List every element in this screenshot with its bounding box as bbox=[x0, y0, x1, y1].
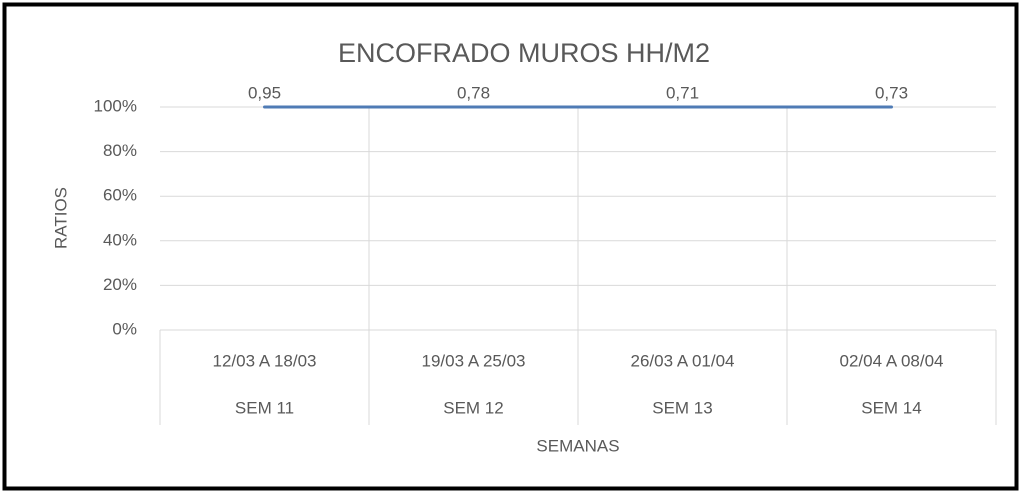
y-tick-label: 100% bbox=[94, 96, 137, 115]
x-group-label: SEM 12 bbox=[443, 398, 503, 417]
x-axis-label: SEMANAS bbox=[536, 436, 619, 455]
y-tick-label: 0% bbox=[112, 319, 137, 338]
x-tick-label: 12/03 A 18/03 bbox=[213, 351, 317, 370]
y-tick-label: 80% bbox=[103, 141, 137, 160]
chart-title: ENCOFRADO MUROS HH/M2 bbox=[338, 38, 710, 68]
data-label: 0,95 bbox=[248, 83, 281, 102]
x-tick-label: 26/03 A 01/04 bbox=[631, 351, 735, 370]
y-tick-label: 40% bbox=[103, 230, 137, 249]
y-axis-label: RATIOS bbox=[51, 187, 70, 249]
x-tick-label: 19/03 A 25/03 bbox=[422, 351, 526, 370]
x-group-label: SEM 14 bbox=[861, 398, 921, 417]
data-label: 0,78 bbox=[457, 83, 490, 102]
x-group-label: SEM 13 bbox=[652, 398, 712, 417]
y-tick-label: 60% bbox=[103, 186, 137, 205]
data-label: 0,71 bbox=[666, 83, 699, 102]
y-tick-label: 20% bbox=[103, 275, 137, 294]
x-group-label: SEM 11 bbox=[235, 398, 294, 417]
x-tick-label: 02/04 A 08/04 bbox=[840, 351, 944, 370]
data-label: 0,73 bbox=[875, 83, 908, 102]
